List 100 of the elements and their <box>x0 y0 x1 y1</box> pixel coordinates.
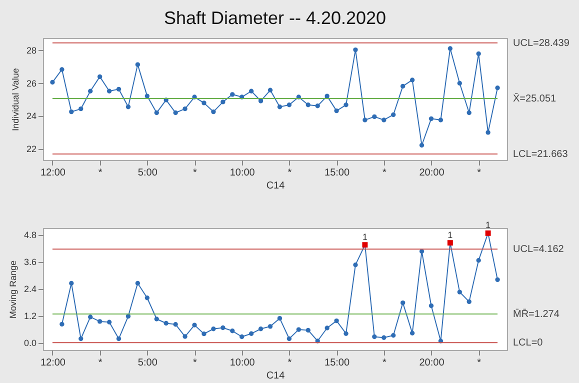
point <box>164 320 168 326</box>
point <box>353 47 358 52</box>
x-tick-label: 12:00 <box>40 168 66 178</box>
point <box>344 331 348 336</box>
point <box>182 334 188 339</box>
y-tick-label: 1.2 <box>24 311 36 322</box>
annotation: 1 <box>486 220 491 230</box>
annotation: 1 <box>362 232 368 242</box>
point <box>248 88 254 94</box>
point <box>88 88 93 94</box>
point <box>391 333 396 338</box>
x-tick-label: * <box>382 168 386 178</box>
point <box>69 109 74 114</box>
point <box>476 258 481 263</box>
point <box>230 92 235 97</box>
point <box>268 324 273 329</box>
x-tick-label: * <box>477 358 482 368</box>
x-tick-label: * <box>193 358 198 368</box>
ref-line-label: LCL=0 <box>513 338 544 349</box>
point <box>248 331 254 336</box>
x-tick-label: * <box>193 168 198 178</box>
point <box>135 280 140 286</box>
point <box>97 74 102 80</box>
point <box>428 303 434 308</box>
point <box>182 106 188 112</box>
point <box>476 51 481 56</box>
point <box>60 67 64 72</box>
x-tick-label: 20:00 <box>419 358 445 368</box>
point <box>324 326 330 330</box>
point <box>353 262 358 268</box>
point <box>116 336 122 342</box>
point <box>410 78 415 82</box>
point <box>457 80 462 86</box>
point <box>334 318 339 324</box>
point <box>144 296 150 300</box>
y-axis-title: Individual Value <box>10 68 20 131</box>
annotation: 1 <box>448 230 453 240</box>
x-tick-label: 15:00 <box>324 168 350 178</box>
x-axis-title: C14 <box>266 180 286 192</box>
point <box>466 299 472 304</box>
point <box>419 142 424 148</box>
ref-line-label: UCL=4.162 <box>513 244 564 256</box>
x-tick-label: * <box>288 168 292 178</box>
ref-line-label: M̄R̄=1.274 <box>513 308 560 320</box>
y-tick-label: 26 <box>26 78 36 88</box>
point <box>372 334 377 340</box>
y-tick-label: 22 <box>26 144 36 154</box>
point <box>362 118 368 122</box>
point <box>173 322 178 327</box>
point <box>60 322 64 326</box>
point <box>211 326 216 332</box>
y-tick-label: 4.8 <box>24 230 36 240</box>
x-tick-label: * <box>477 168 482 178</box>
point <box>448 46 453 51</box>
point <box>97 319 102 324</box>
point <box>315 104 320 108</box>
point <box>116 86 122 92</box>
point <box>495 277 500 282</box>
x-tick-label: 12:00 <box>40 358 66 368</box>
point <box>334 108 339 114</box>
x-tick-label: * <box>382 358 386 368</box>
ref-line-label: LCL=21.663 <box>513 149 568 160</box>
point <box>258 326 264 332</box>
y-tick-label: 3.6 <box>24 257 36 268</box>
point <box>277 104 282 110</box>
point <box>192 322 197 328</box>
point <box>391 112 396 118</box>
point <box>372 114 377 120</box>
point <box>88 314 93 320</box>
point <box>400 84 406 89</box>
ref-line-label: X̄=25.051 <box>513 92 557 104</box>
point <box>344 102 348 108</box>
x-tick-label: 10:00 <box>230 168 256 178</box>
point <box>286 336 292 342</box>
ref-line-label: UCL=28.439 <box>513 38 570 49</box>
y-axis-title: Moving Range <box>8 260 18 319</box>
point <box>154 316 159 322</box>
x-tick-label: 10:00 <box>230 358 256 368</box>
x-tick-label: 20:00 <box>419 168 445 178</box>
point <box>324 94 330 98</box>
point <box>486 130 490 135</box>
point <box>69 280 74 286</box>
x-axis-title: C14 <box>266 370 286 382</box>
x-tick-label: 5:00 <box>138 358 158 368</box>
point <box>258 98 264 104</box>
y-tick-label: 2.4 <box>24 284 36 294</box>
point <box>419 249 424 254</box>
point <box>296 327 302 332</box>
x-tick-label: 5:00 <box>138 168 158 178</box>
x-tick-label: * <box>98 168 102 178</box>
point <box>438 118 444 122</box>
point <box>173 110 178 116</box>
point <box>457 290 462 294</box>
chart-title: Shaft Diameter -- 4.20.2020 <box>164 8 386 28</box>
point <box>154 110 159 116</box>
point <box>286 102 292 108</box>
point <box>78 106 84 112</box>
point <box>400 300 406 306</box>
point <box>106 88 112 94</box>
point <box>410 330 415 336</box>
